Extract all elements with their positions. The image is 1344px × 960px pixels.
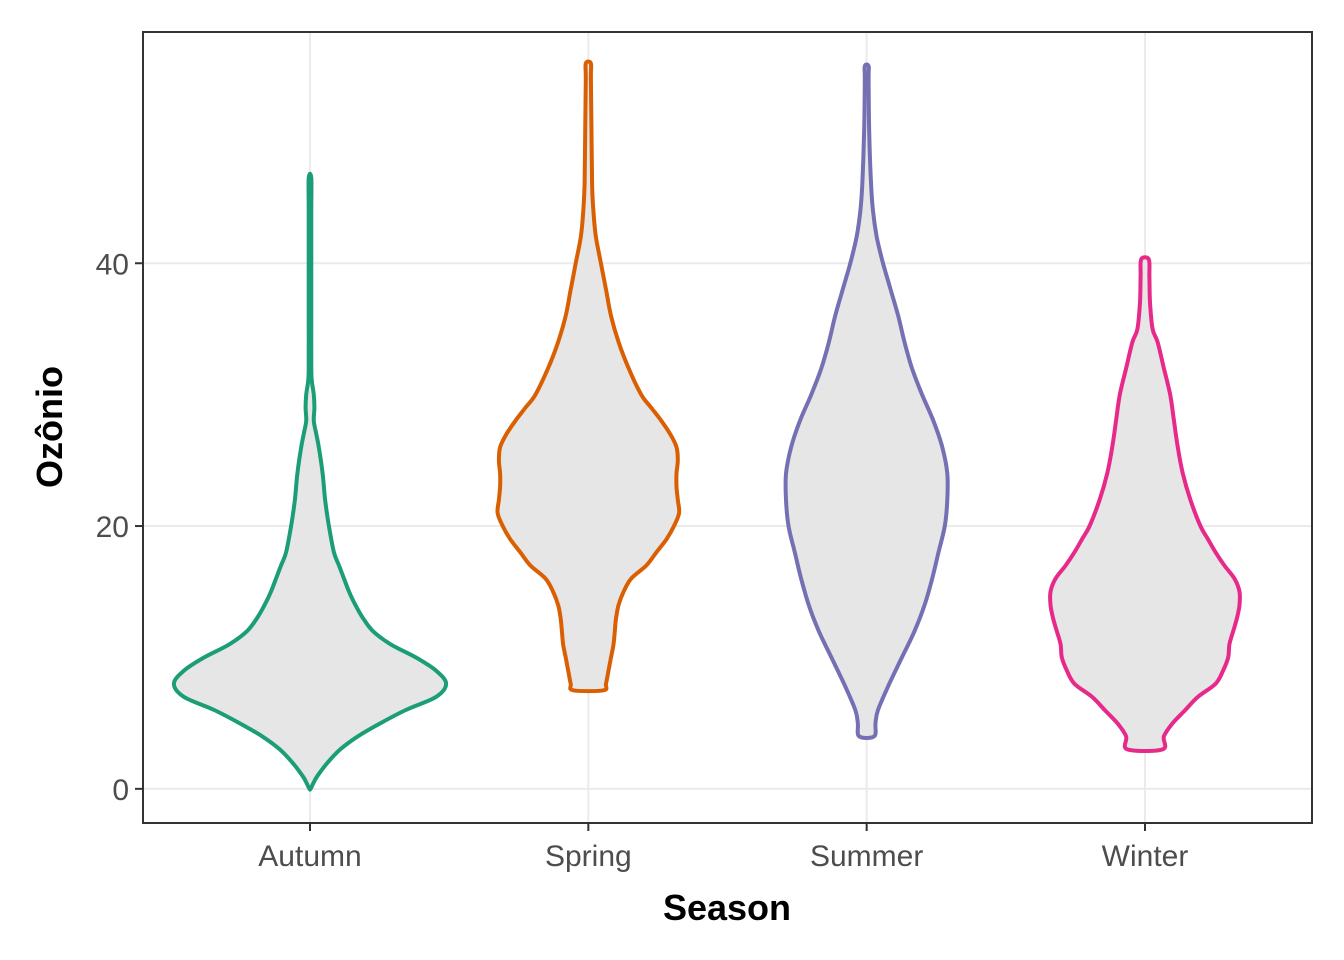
panel-border <box>142 31 1313 824</box>
y-tick-label: 0 <box>112 774 129 807</box>
x-tick-label: Autumn <box>258 840 361 873</box>
axis-ticks: 0 20 40 Autumn Spring Summer Winter <box>96 248 1189 873</box>
violin-spring <box>495 59 682 694</box>
y-tick-label: 20 <box>96 511 129 544</box>
violin-winter <box>1048 255 1242 754</box>
x-tick-label: Summer <box>810 840 923 873</box>
x-axis-title: Season <box>663 887 791 928</box>
violin-autumn <box>171 171 449 792</box>
violins <box>171 59 1242 792</box>
violin-summer <box>783 62 950 740</box>
x-tick-label: Winter <box>1102 840 1189 873</box>
y-tick-label: 40 <box>96 248 129 281</box>
x-tick-label: Spring <box>545 840 632 873</box>
y-axis-title: Ozônio <box>29 366 70 488</box>
